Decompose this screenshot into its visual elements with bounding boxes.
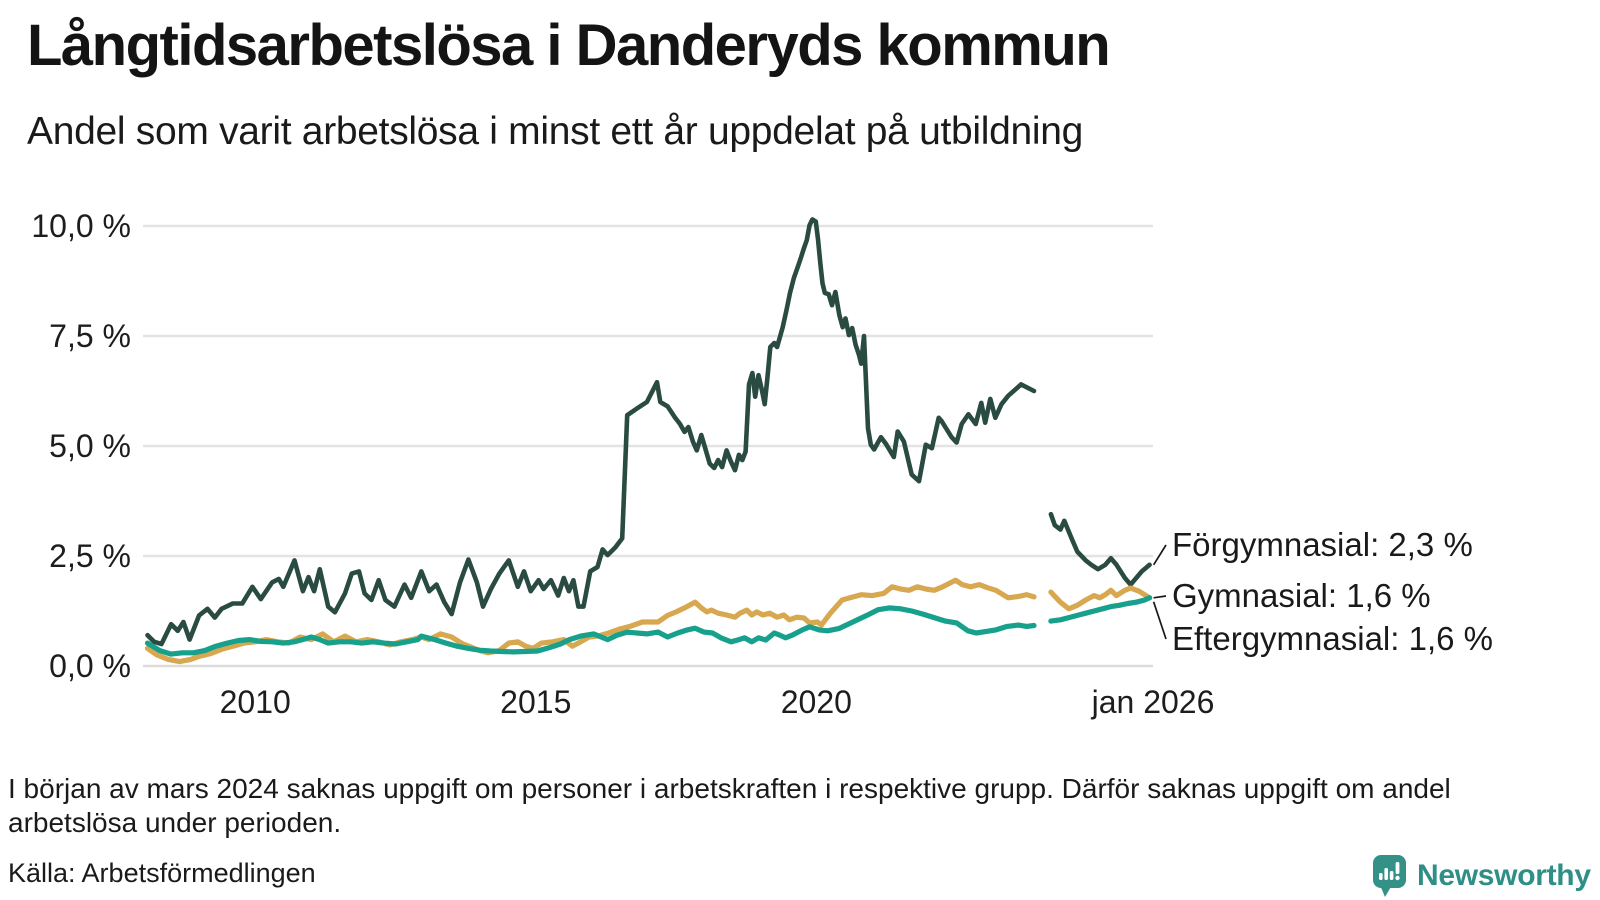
chart-subtitle: Andel som varit arbetslösa i minst ett å…: [27, 110, 1084, 153]
series-lines: [144, 217, 1153, 665]
legend-connector-lines: [1152, 544, 1167, 640]
svg-text:jan 2026: jan 2026: [1091, 684, 1215, 720]
y-axis-labels: 0,0 % 2,5 % 5,0 % 7,5 % 10,0 %: [31, 208, 131, 684]
svg-text:0,0 %: 0,0 %: [49, 648, 131, 684]
series-label-gymnasial: Gymnasial: 1,6 %: [1172, 577, 1431, 614]
newsworthy-bubble-chart-icon: [1373, 855, 1406, 897]
svg-text:2010: 2010: [220, 684, 291, 720]
svg-text:2,5 %: 2,5 %: [49, 538, 131, 574]
svg-text:2015: 2015: [500, 684, 571, 720]
gridlines: [143, 224, 1153, 668]
series-label-eftergymnasial: Eftergymnasial: 1,6 %: [1172, 620, 1493, 657]
svg-text:2020: 2020: [781, 684, 852, 720]
page-title: Långtidsarbetslösa i Danderyds kommun: [27, 13, 1111, 78]
svg-text:10,0 %: 10,0 %: [31, 208, 131, 244]
series-label-forgymnasial: Förgymnasial: 2,3 %: [1172, 526, 1473, 563]
svg-text:7,5 %: 7,5 %: [49, 318, 131, 354]
footnote: I början av mars 2024 saknas uppgift om …: [8, 773, 1451, 838]
svg-text:5,0 %: 5,0 %: [49, 428, 131, 464]
x-axis-labels: 2010 2015 2020 jan 2026: [220, 684, 1215, 720]
source-attribution: Källa: Arbetsförmedlingen: [8, 858, 316, 888]
newsworthy-logo: Newsworthy: [1372, 854, 1591, 898]
line-chart: 0,0 % 2,5 % 5,0 % 7,5 % 10,0 % 2010 2015 2020 j…: [31, 208, 1493, 720]
newsworthy-wordmark: Newsworthy: [1417, 859, 1591, 892]
